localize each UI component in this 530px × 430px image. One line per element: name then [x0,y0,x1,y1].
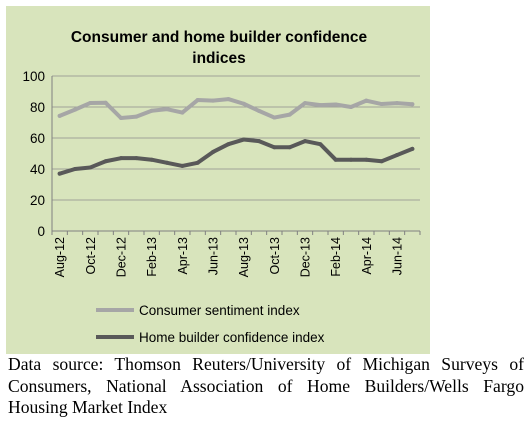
x-tick-label: Oct-13 [268,237,282,275]
data-point [211,149,215,154]
data-point [333,157,338,162]
chart-title-line-2: indices [192,50,245,67]
y-tick-label: 0 [37,224,45,239]
x-tick-label: Apr-13 [176,237,190,275]
data-point [379,102,384,107]
data-point [103,159,108,164]
y-tick-label: 20 [30,193,45,208]
data-point [88,100,93,105]
data-point [318,142,323,147]
data-point [410,146,415,151]
data-point [119,156,123,161]
data-point [165,160,169,165]
series-line-home-builder-confidence [57,137,415,176]
data-point [119,116,123,120]
data-point [287,112,292,117]
data-point [287,145,292,150]
data-point [195,160,200,165]
data-point [272,115,277,120]
x-tick-label: Aug-13 [237,237,251,277]
x-tick-label: Jun-14 [391,237,405,275]
source-note: Data source: Thomson Reuters/University … [8,354,524,417]
data-point [226,142,231,147]
data-point [88,165,93,170]
x-tick-label: Feb-13 [145,237,159,277]
data-point [303,139,307,144]
line-chart: Consumer and home builder confidence ind… [22,29,421,345]
legend: Consumer sentiment index Home builder con… [96,303,325,345]
y-tick-label: 60 [30,131,45,146]
data-point [257,108,261,113]
data-point [349,157,353,162]
data-point [73,167,77,171]
data-point [73,107,77,112]
data-point [395,101,399,106]
data-point [257,139,261,144]
x-tick-label: Oct-12 [84,237,98,275]
data-point [57,113,62,118]
data-point [165,107,169,112]
data-point [57,171,62,176]
data-point [226,97,231,102]
chart-panel: Consumer and home builder confidence ind… [6,6,430,354]
data-point [318,103,323,108]
x-tick-label: Aug-12 [53,237,67,277]
x-tick-label: Jun-13 [207,237,221,275]
data-point [134,114,139,119]
data-point [395,153,399,158]
data-point [211,98,215,103]
y-tick-label: 80 [30,100,45,115]
x-tick-label: Dec-12 [115,237,129,277]
series-line-consumer-sentiment [57,97,415,120]
data-point [149,157,154,162]
data-point [379,159,384,164]
data-point [410,102,415,107]
x-tick-label: Dec-13 [299,237,313,277]
data-point [180,110,185,115]
data-point [303,101,307,106]
data-point [333,102,338,107]
legend-label: Home builder confidence index [139,330,325,345]
x-tick-label: Feb-14 [329,237,343,277]
x-tick-labels: Aug-12 Oct-12 Dec-12 Feb-13 Apr-13 Jun-13 Aug-… [53,237,404,277]
data-point [134,156,139,161]
y-tick-labels: 0 20 40 60 80 100 [22,69,45,239]
axes [51,76,421,235]
data-point [364,157,369,162]
series-lines [57,97,415,176]
data-point [149,108,154,113]
data-point [195,98,200,103]
data-point [349,105,353,109]
data-point [241,101,246,106]
legend-label: Consumer sentiment index [139,303,300,318]
chart-title-line-1: Consumer and home builder confidence [71,29,368,46]
x-tick-label: Apr-14 [360,237,374,275]
data-point [103,100,108,105]
data-point [272,145,277,150]
data-point [241,137,246,142]
data-point [364,98,369,103]
data-point [180,163,185,168]
y-tick-label: 100 [22,69,45,84]
y-tick-label: 40 [30,162,45,177]
